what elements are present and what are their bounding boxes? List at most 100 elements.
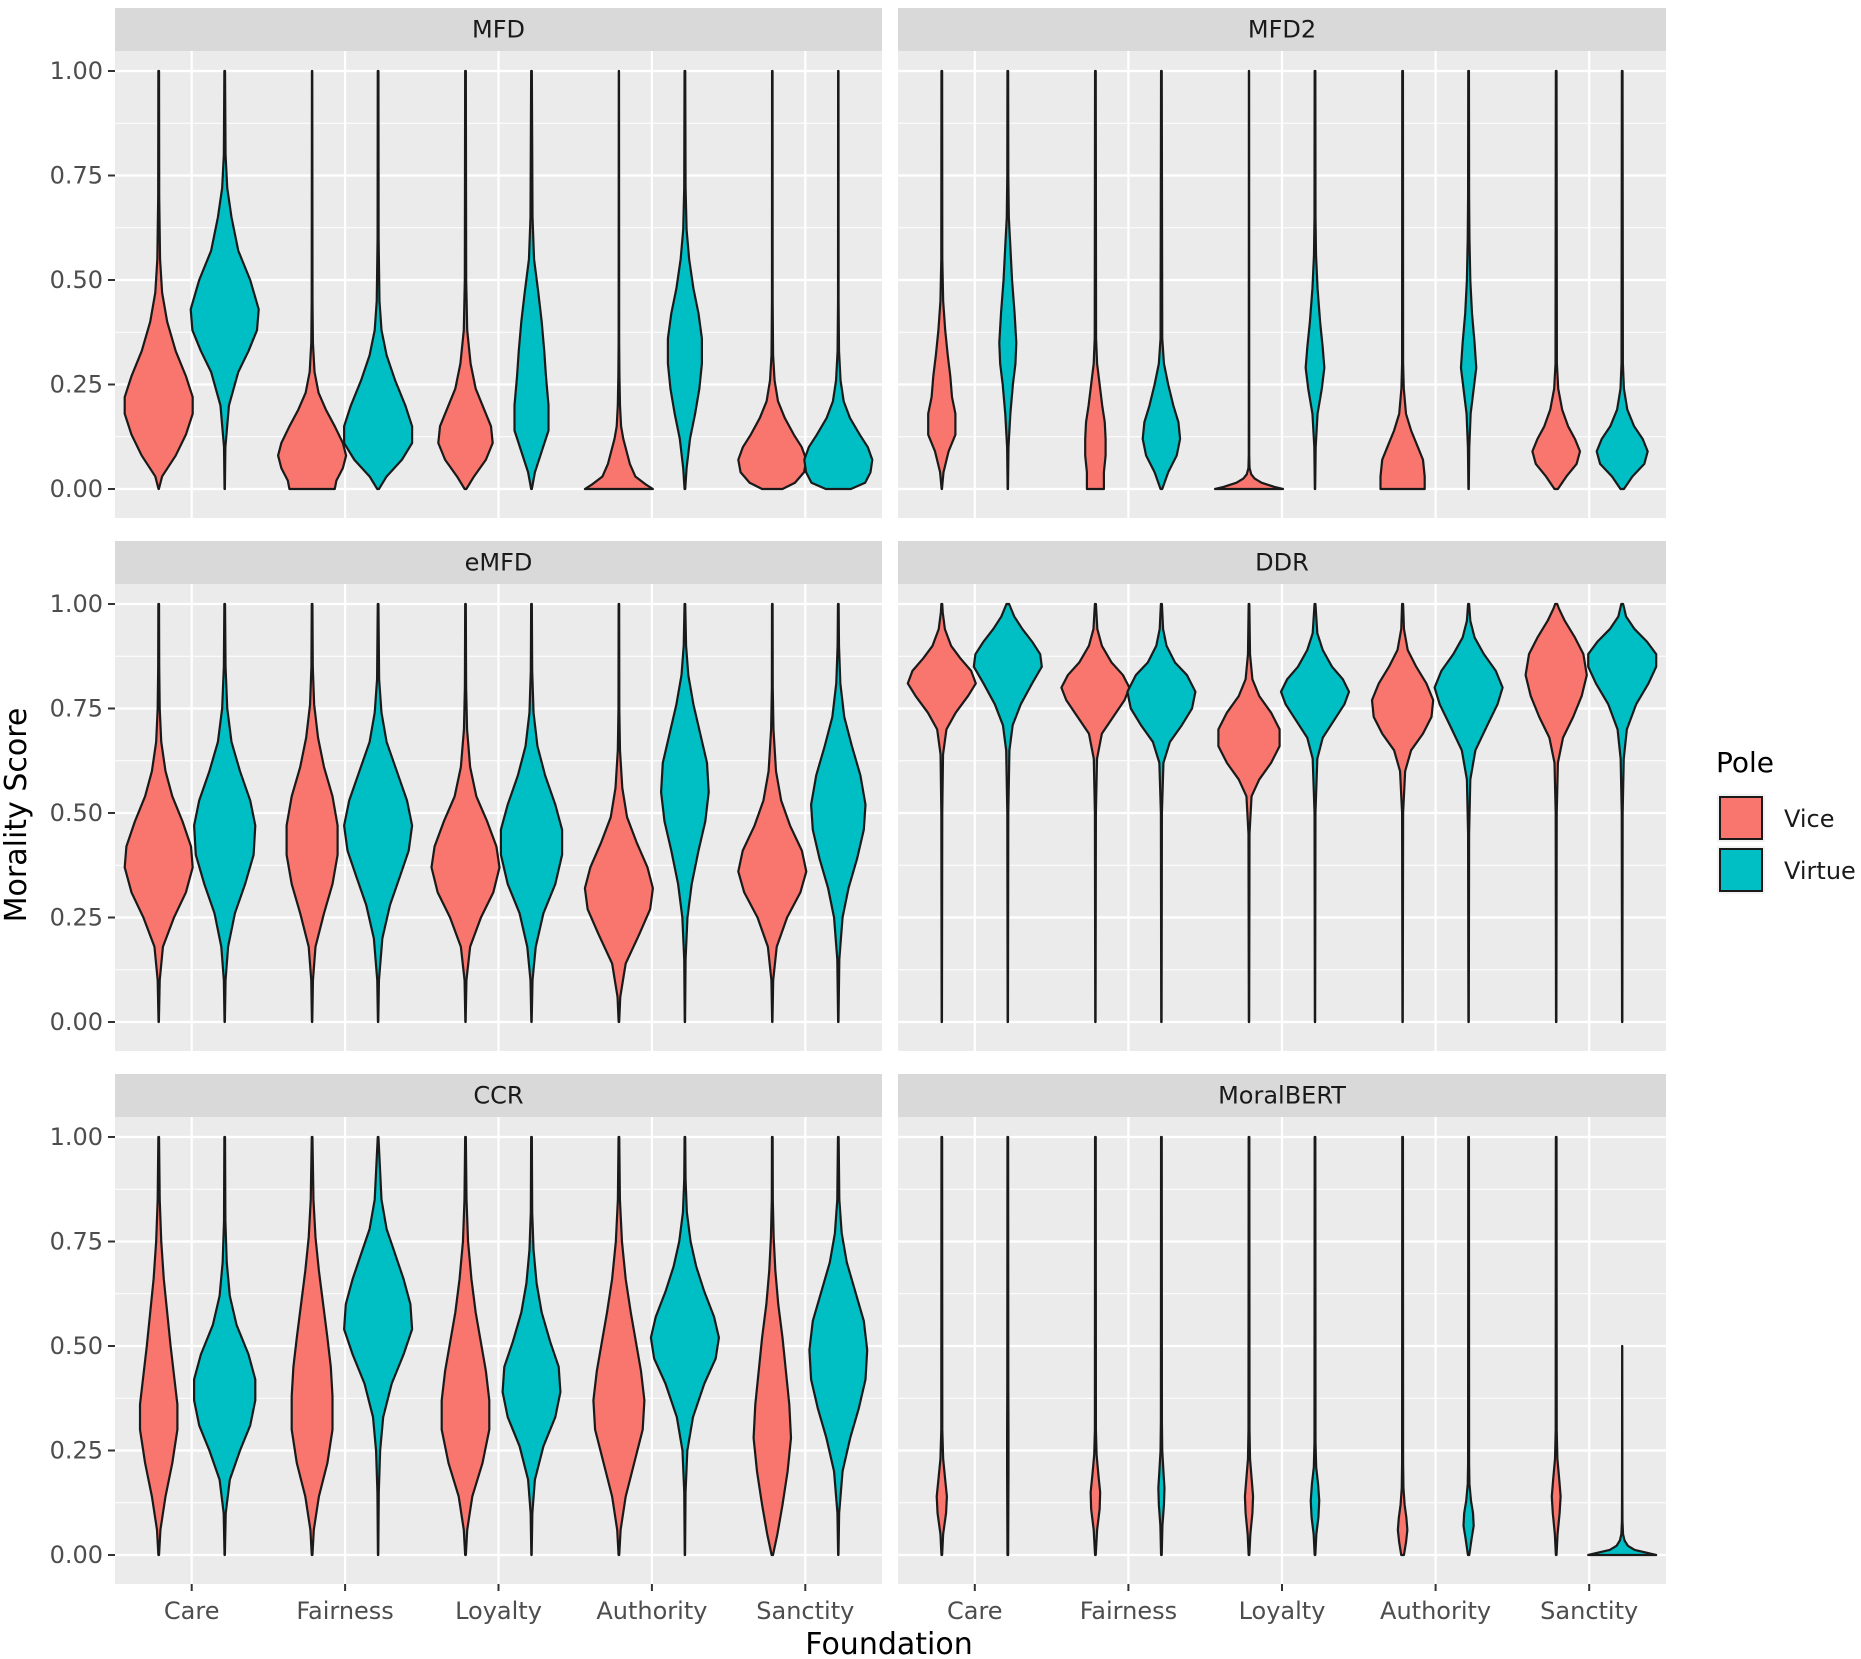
violin-ccr-sanctity-virtue [808, 1135, 869, 1557]
panel-emfd: eMFD [115, 541, 882, 1051]
violin-emfd-loyalty-vice [430, 602, 501, 1024]
violin-ccr-fairness-virtue [343, 1135, 414, 1557]
violin-emfd-care-virtue [193, 602, 257, 1024]
legend-label-virtue: Virtue [1784, 857, 1856, 885]
y-tick-label: 0.25 [50, 371, 103, 399]
y-tick-label: 0.50 [50, 799, 103, 827]
facet-panels: MFD MFD2 eMFD DDR CCR MoralBERT [115, 8, 1666, 1584]
violin-mfd2-care-vice [927, 69, 957, 491]
violin-moralbert-loyalty-vice [1243, 1135, 1255, 1557]
violin-emfd-authority-vice [583, 602, 654, 1024]
violin-moralbert-care-vice [935, 1135, 948, 1557]
x-tick-label: Authority [1380, 1597, 1491, 1625]
violin-ccr-authority-virtue [649, 1135, 720, 1557]
y-tick-label: 1.00 [50, 590, 103, 618]
violin-ddr-authority-virtue [1433, 602, 1504, 1024]
legend-swatch-vice [1719, 796, 1763, 840]
y-tick-label: 0.75 [50, 695, 103, 723]
panel-mfd2: MFD2 [898, 8, 1666, 518]
violin-emfd-fairness-virtue [343, 602, 414, 1024]
y-axis: 0.00 0.25 0.50 0.75 1.00 0.00 0.25 0.50 0.75 1.00… [50, 57, 115, 1569]
y-tick-label: 0.50 [50, 266, 103, 294]
violin-ccr-care-vice [138, 1135, 179, 1557]
violin-moralbert-sanctity-vice [1550, 1135, 1562, 1557]
violin-moralbert-care-virtue [1006, 1135, 1010, 1557]
x-tick-label: Sanctity [756, 1597, 854, 1625]
violin-mfd2-care-virtue [998, 69, 1018, 491]
panel-ddr: DDR [898, 541, 1666, 1051]
violin-mfd2-fairness-virtue [1141, 69, 1182, 491]
violin-mfd-authority-vice [583, 69, 654, 491]
x-tick-label: Loyalty [455, 1597, 542, 1625]
violin-mfd2-loyalty-vice [1213, 69, 1285, 491]
x-tick-label: Loyalty [1239, 1597, 1326, 1625]
violin-mfd2-sanctity-vice [1531, 69, 1582, 491]
violin-ddr-loyalty-vice [1217, 602, 1281, 1024]
violin-moralbert-fairness-vice [1089, 1135, 1102, 1557]
violin-ddr-sanctity-vice [1524, 602, 1588, 1024]
y-tick-label: 0.25 [50, 904, 103, 932]
panel-title: eMFD [465, 549, 533, 577]
violin-mfd-sanctity-virtue [803, 69, 874, 491]
violin-emfd-sanctity-vice [737, 602, 808, 1024]
y-tick-label: 0.00 [50, 475, 103, 503]
violin-ddr-fairness-vice [1060, 602, 1131, 1024]
panel-strip [115, 8, 882, 51]
panel-title: MFD [472, 16, 525, 44]
panel-ccr: CCR [115, 1074, 882, 1584]
panel-title: CCR [473, 1082, 523, 1110]
violin-emfd-care-vice [123, 602, 194, 1024]
legend-label-vice: Vice [1784, 805, 1835, 833]
violin-ddr-loyalty-virtue [1279, 602, 1351, 1024]
x-tick-label: Care [164, 1597, 220, 1625]
legend-title: Pole [1716, 746, 1774, 779]
violin-mfd-care-vice [123, 69, 194, 491]
violin-moralbert-authority-virtue [1462, 1135, 1475, 1557]
y-tick-label: 0.25 [50, 1437, 103, 1465]
x-tick-label: Fairness [1080, 1597, 1177, 1625]
violin-mfd-authority-virtue [666, 69, 703, 491]
x-axis-title: Foundation [805, 1627, 972, 1659]
violin-moralbert-sanctity-virtue [1587, 1344, 1658, 1557]
y-tick-label: 0.50 [50, 1332, 103, 1360]
y-tick-label: 0.00 [50, 1541, 103, 1569]
violin-mfd-loyalty-vice [437, 69, 494, 491]
violin-mfd2-authority-vice [1379, 69, 1426, 491]
x-axis: Care Fairness Loyalty Authority Sanctity Care… [164, 1584, 1638, 1625]
x-tick-label: Fairness [296, 1597, 393, 1625]
violin-moralbert-fairness-virtue [1157, 1135, 1166, 1557]
x-tick-label: Authority [596, 1597, 707, 1625]
violin-moralbert-authority-vice [1396, 1135, 1409, 1557]
violin-mfd2-fairness-vice [1084, 69, 1107, 491]
violin-emfd-loyalty-virtue [499, 602, 564, 1024]
panel-strip [898, 1074, 1666, 1117]
panel-title: MoralBERT [1218, 1082, 1346, 1110]
legend: Pole Vice Virtue [1716, 746, 1856, 894]
violin-ddr-care-virtue [972, 602, 1043, 1024]
panel-moralbert: MoralBERT [898, 1074, 1666, 1584]
violin-ddr-care-vice [906, 602, 977, 1024]
violin-mfd-fairness-virtue [343, 69, 414, 491]
y-tick-label: 0.75 [50, 1228, 103, 1256]
y-tick-label: 0.75 [50, 162, 103, 190]
violin-ccr-sanctity-vice [752, 1135, 793, 1557]
violin-ddr-fairness-virtue [1126, 602, 1197, 1024]
panel-title: DDR [1255, 549, 1309, 577]
violin-ccr-fairness-vice [290, 1135, 334, 1557]
legend-swatch-virtue [1719, 848, 1763, 892]
x-tick-label: Sanctity [1540, 1597, 1638, 1625]
violin-emfd-authority-virtue [660, 602, 710, 1024]
violin-ddr-sanctity-virtue [1587, 602, 1658, 1024]
violin-ddr-authority-vice [1370, 602, 1435, 1024]
violin-ccr-authority-vice [592, 1135, 646, 1557]
violin-mfd2-authority-virtue [1459, 69, 1478, 491]
violin-moralbert-loyalty-virtue [1309, 1135, 1321, 1557]
violin-ccr-loyalty-virtue [501, 1135, 562, 1557]
panel-strip [115, 1074, 882, 1117]
violin-mfd2-sanctity-virtue [1595, 69, 1649, 491]
violin-mfd-fairness-vice [277, 69, 348, 491]
y-tick-label: 1.00 [50, 1123, 103, 1151]
violin-ccr-loyalty-vice [440, 1135, 491, 1557]
y-tick-label: 1.00 [50, 57, 103, 85]
